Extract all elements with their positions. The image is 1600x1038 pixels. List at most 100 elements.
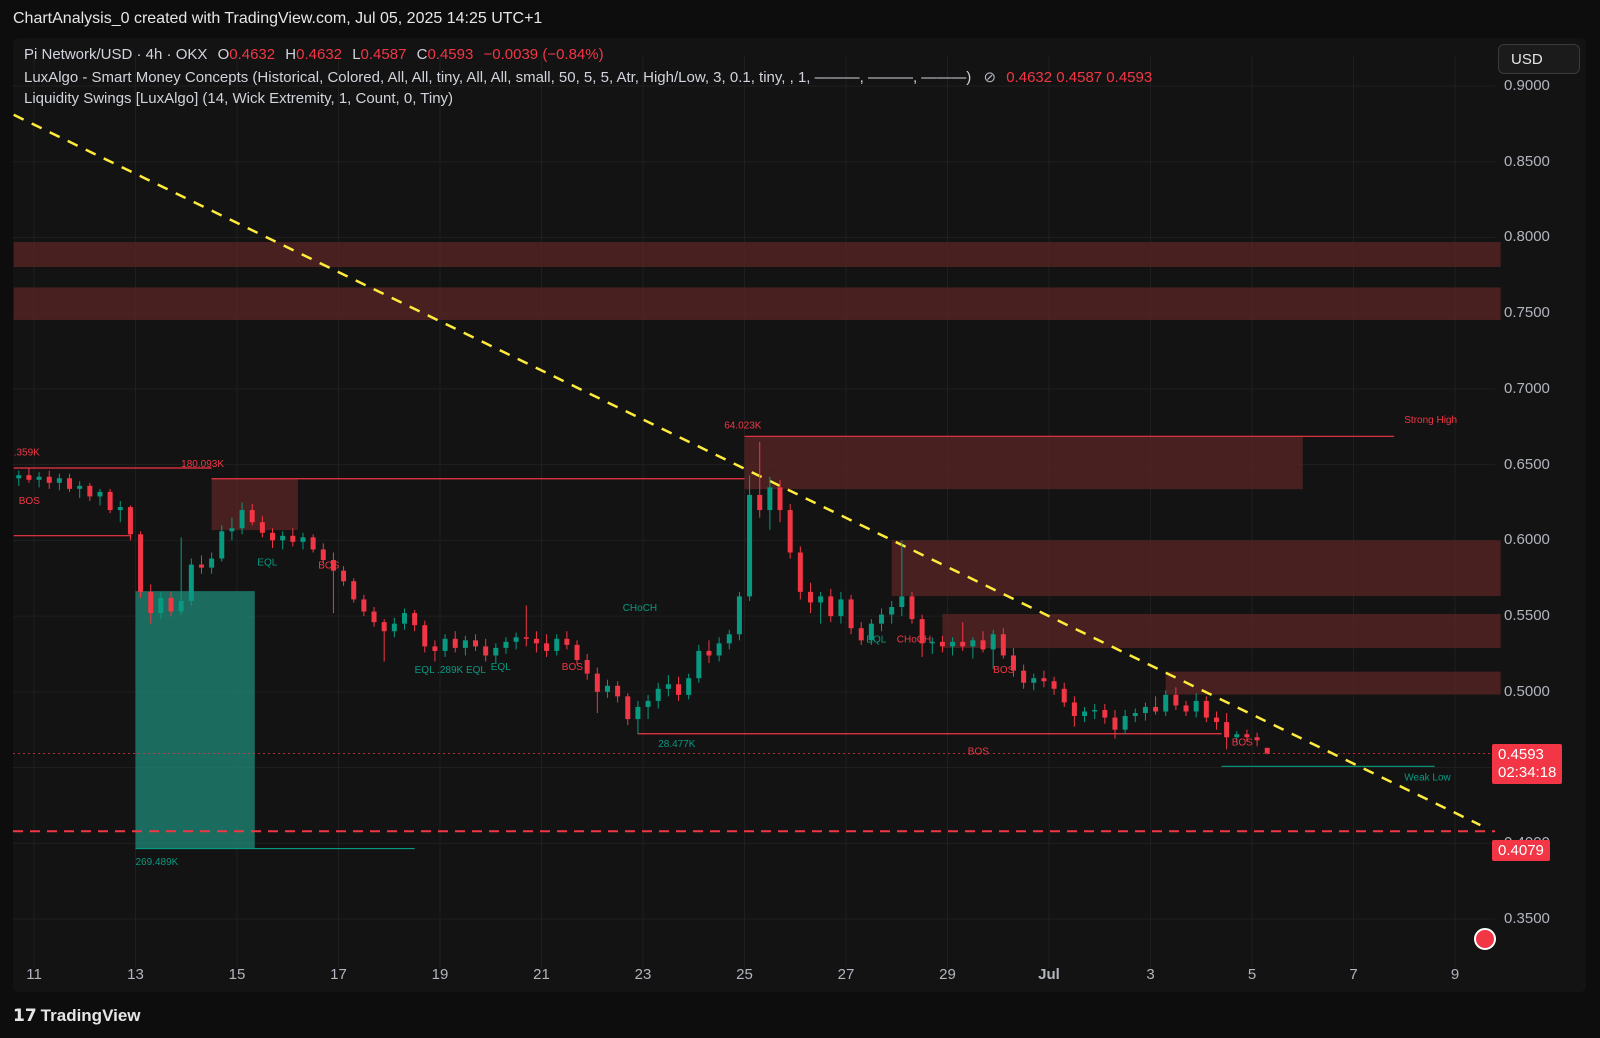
candle-body xyxy=(1041,678,1047,682)
candle-body xyxy=(371,611,377,623)
candle-body xyxy=(574,644,580,661)
supply-zone xyxy=(13,241,1501,267)
candle-body xyxy=(300,537,306,542)
candle-body xyxy=(1254,737,1260,741)
legend-smc[interactable]: LuxAlgo - Smart Money Concepts (Historic… xyxy=(24,68,1152,86)
low-value: 0.4587 xyxy=(360,46,407,63)
candle-body xyxy=(341,570,347,582)
chart-annotation: .359K xyxy=(14,448,40,459)
supply-zone xyxy=(13,287,1501,320)
candle-body xyxy=(1112,717,1118,730)
candle-body xyxy=(564,638,570,645)
supply-zone xyxy=(744,436,770,490)
candle-body xyxy=(818,596,824,603)
chart-annotation: BOS xyxy=(318,560,339,571)
candle-body xyxy=(168,597,174,612)
chart-annotation: Strong High xyxy=(1404,415,1457,426)
candle-body xyxy=(87,485,93,497)
symbol-label[interactable]: Pi Network/USD · 4h · OKX xyxy=(24,46,208,63)
tradingview-logo-icon: 𝟭𝟳 xyxy=(13,1006,37,1025)
x-tick-label: 17 xyxy=(330,966,347,983)
candle-body xyxy=(1092,709,1098,712)
y-tick-label: 0.6500 xyxy=(1504,455,1550,473)
candle-body xyxy=(351,581,357,600)
smc-indicator-label[interactable]: LuxAlgo - Smart Money Concepts (Historic… xyxy=(24,69,972,86)
chart-annotation: BOS xyxy=(993,665,1014,676)
candle-body xyxy=(604,685,610,692)
candle-body xyxy=(239,510,245,529)
candle-body xyxy=(696,650,702,679)
y-tick-label: 0.5000 xyxy=(1504,682,1550,700)
candle-body xyxy=(127,507,133,535)
candle-body xyxy=(209,558,215,568)
x-tick-label: 23 xyxy=(634,966,652,983)
candle-body xyxy=(706,650,712,656)
candle-body xyxy=(178,600,184,612)
eye-off-icon[interactable]: ⊘ xyxy=(983,69,997,86)
candle-body xyxy=(310,537,316,550)
brand-label: TradingView xyxy=(40,1006,141,1025)
candle-body xyxy=(554,638,560,651)
candle-body xyxy=(594,673,600,692)
x-tick-label: 21 xyxy=(533,966,550,983)
candle-body xyxy=(665,684,671,689)
liquidity-indicator-label[interactable]: Liquidity Swings [LuxAlgo] (14, Wick Ext… xyxy=(24,90,454,107)
candle-body xyxy=(503,641,509,648)
candle-body xyxy=(909,596,915,620)
candle-body xyxy=(848,599,854,629)
candle-body xyxy=(1264,747,1270,754)
chart-annotation: CHoCH xyxy=(897,635,931,646)
chart-annotation: EQL xyxy=(491,662,511,673)
candle-body xyxy=(330,560,336,571)
supply-zone xyxy=(1165,671,1501,695)
chart-caption: ChartAnalysis_0 created with TradingView… xyxy=(13,10,543,27)
candle-body xyxy=(1132,713,1138,717)
tradingview-logo[interactable]: 𝟭𝟳 TradingView xyxy=(13,1006,141,1026)
x-tick-label: 27 xyxy=(837,966,855,983)
candle-body xyxy=(148,591,154,614)
supply-zone xyxy=(891,540,1501,597)
candle-body xyxy=(462,640,468,648)
open-label: O xyxy=(217,46,230,63)
legend-liquidity[interactable]: Liquidity Swings [LuxAlgo] (14, Wick Ext… xyxy=(24,90,453,107)
x-tick-label: 11 xyxy=(26,966,42,983)
candle-body xyxy=(625,696,631,720)
candle-body xyxy=(452,638,458,648)
candle-body xyxy=(726,634,732,644)
demand-zone xyxy=(135,591,255,849)
currency-button[interactable]: USD xyxy=(1498,44,1580,74)
candle-body xyxy=(1234,734,1240,738)
candle-body xyxy=(270,532,276,541)
candle-body xyxy=(391,623,397,632)
candle-body xyxy=(544,643,550,651)
candle-body xyxy=(1000,634,1006,656)
candle-body xyxy=(1203,700,1209,718)
candle-body xyxy=(1193,700,1199,712)
x-tick-label: 7 xyxy=(1349,966,1358,983)
open-value: 0.4632 xyxy=(229,46,276,63)
x-tick-label: 3 xyxy=(1146,966,1155,983)
y-tick-label: 0.8000 xyxy=(1504,228,1550,246)
candle-body xyxy=(858,628,864,641)
candle-body xyxy=(807,591,813,603)
candle-body xyxy=(97,491,103,497)
candle-body xyxy=(655,688,661,701)
low-label: L xyxy=(352,46,361,63)
candle-body xyxy=(1051,681,1057,689)
legend-ohlc: Pi Network/USD · 4h · OKX O0.4632 H0.463… xyxy=(24,46,604,63)
candle-body xyxy=(1213,717,1219,723)
candle-body xyxy=(1163,694,1169,712)
candle-body xyxy=(716,643,722,656)
candle-body xyxy=(838,599,844,617)
y-tick-label: 0.7500 xyxy=(1504,304,1550,322)
candle-body xyxy=(432,646,438,651)
candle-body xyxy=(523,637,529,639)
candle-body xyxy=(615,685,621,697)
bar-countdown: 02:34:18 xyxy=(1498,764,1557,781)
candle-body xyxy=(1082,711,1088,717)
candle-body xyxy=(259,522,265,533)
y-tick-label: 0.8500 xyxy=(1504,152,1550,170)
flag-icon[interactable] xyxy=(1474,928,1496,950)
candle-body xyxy=(483,646,489,656)
